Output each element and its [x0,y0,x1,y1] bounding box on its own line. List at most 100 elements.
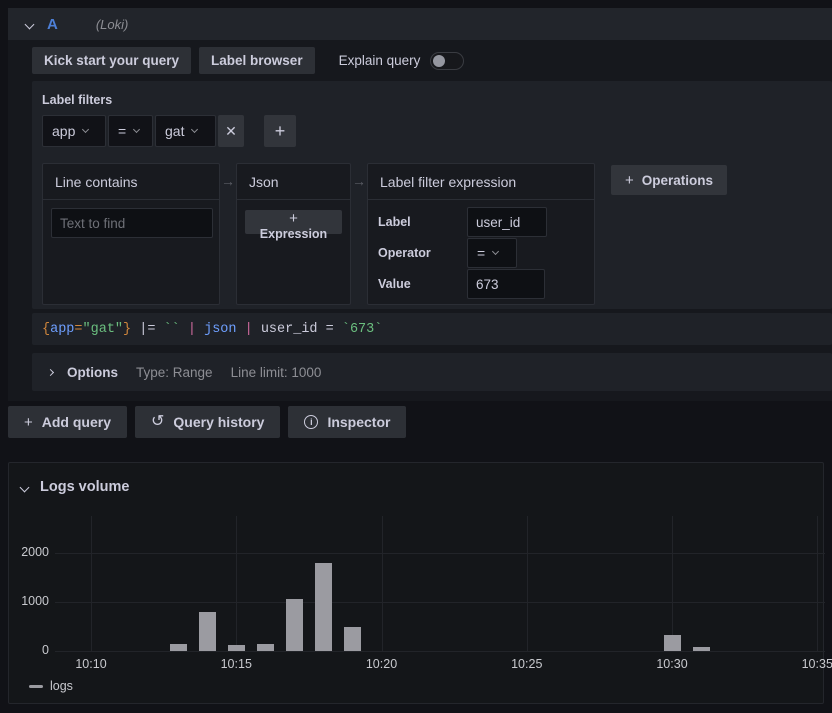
query-token: "gat" [83,322,124,337]
query-editor-row: A (Loki) Kick start your query Label bro… [8,8,832,401]
add-expression-button[interactable]: + Expression [245,210,342,234]
chevron-down-icon [492,248,499,255]
filter-operator-select[interactable]: = [108,115,153,147]
operations-pipeline: Line contains → Json + Expression → Labe… [42,163,822,305]
x-gridline [236,516,237,651]
add-query-button[interactable]: + Add query [8,406,127,438]
lfe-operator-row: Operator = [378,238,584,268]
filter-label-select[interactable]: app [42,115,106,147]
query-token: |= [131,322,163,337]
x-gridline [817,516,818,651]
options-row[interactable]: Options Type: Range Line limit: 1000 [32,353,832,391]
add-filter-button[interactable]: + [264,115,296,147]
chevron-down-icon [82,126,89,133]
query-token: | [245,322,253,337]
x-axis-tick-label: 10:10 [61,657,121,671]
chevron-down-icon [133,126,140,133]
x-axis-tick-label: 10:20 [352,657,412,671]
lfe-label-input[interactable] [467,207,547,237]
query-token: = [74,322,82,337]
expression-button-label: Expression [260,227,327,241]
x-axis-tick-label: 10:25 [497,657,557,671]
query-token: } [123,322,131,337]
toggle-knob [433,55,445,67]
operations-button-label: Operations [642,173,713,188]
options-line-limit: Line limit: 1000 [231,365,322,380]
raw-query-preview[interactable]: {app="gat"} |= `` | json | user_id = `67… [32,313,832,345]
inspector-label: Inspector [327,414,390,430]
lfe-value-label: Value [378,277,467,291]
query-row-header[interactable]: A (Loki) [8,8,832,40]
options-type: Type: Range [136,365,213,380]
lfe-operator-select[interactable]: = [467,238,517,268]
y-axis-tick-label: 2000 [9,545,49,559]
x-axis-tick-label: 10:35 [787,657,832,671]
line-contains-operation: Line contains [42,163,220,305]
json-title[interactable]: Json [237,164,350,200]
label-filter-controls: app = gat ✕ + [42,115,822,147]
logs-volume-bar [257,644,274,651]
collapse-chevron-icon[interactable] [25,19,35,29]
y-axis-tick-label: 1000 [9,594,49,608]
query-editor-body: Kick start your query Label browser Expl… [8,40,832,401]
line-contains-title[interactable]: Line contains [43,164,219,200]
explain-query-control: Explain query [339,52,465,70]
query-token [237,322,245,337]
x-gridline [672,516,673,651]
legend-series-label: logs [50,679,73,693]
kick-start-query-button[interactable]: Kick start your query [32,47,191,74]
query-token: { [42,322,50,337]
datasource-name: (Loki) [96,17,129,32]
label-filters-section: Label filters app = gat ✕ + [32,81,832,309]
query-token: app [50,322,74,337]
y-axis-tick-label: 0 [9,643,49,657]
y-gridline [55,602,825,603]
logs-volume-header[interactable]: Logs volume [19,479,129,495]
x-axis-tick-label: 10:15 [206,657,266,671]
info-icon: i [304,415,318,429]
pipeline-arrow-icon: → [351,173,367,189]
explain-query-label: Explain query [339,53,421,68]
query-toolbar: Kick start your query Label browser Expl… [32,47,832,74]
label-filters-title: Label filters [42,93,822,107]
x-gridline [527,516,528,651]
filter-value-value: gat [165,123,184,139]
options-title: Options [67,365,118,380]
lfe-value-input[interactable] [467,269,545,299]
label-filter-expression-title[interactable]: Label filter expression [368,164,594,200]
legend-series-color [29,685,43,688]
lfe-label-label: Label [378,215,467,229]
logs-volume-bar [170,644,187,651]
history-icon: ↺ [151,414,164,430]
query-history-label: Query history [173,414,264,430]
label-browser-button[interactable]: Label browser [199,47,315,74]
explain-query-toggle[interactable] [430,52,464,70]
chevron-right-icon [47,368,54,375]
lfe-label-row: Label [378,207,584,237]
remove-filter-button[interactable]: ✕ [218,115,244,147]
label-filter-expression-operation: Label filter expression Label Operator = [367,163,595,305]
query-history-button[interactable]: ↺ Query history [135,406,280,438]
query-token [196,322,204,337]
add-operations-button[interactable]: + Operations [611,165,727,195]
x-gridline [91,516,92,651]
logs-volume-bar [344,627,361,651]
inspector-button[interactable]: i Inspector [288,406,406,438]
plus-icon: + [24,414,33,431]
filter-label-value: app [52,123,75,139]
query-token: `673` [342,322,383,337]
y-gridline [55,651,825,652]
plus-icon: + [625,172,634,189]
line-contains-input[interactable] [51,208,213,238]
query-token: | [188,322,196,337]
chart-legend-item[interactable]: logs [29,679,73,693]
x-gridline [382,516,383,651]
query-actions: + Add query ↺ Query history i Inspector [8,406,406,438]
query-token: `` [164,322,180,337]
logs-volume-bar [664,635,681,651]
lfe-operator-label: Operator [378,246,467,260]
add-query-label: Add query [42,414,111,430]
query-token [180,322,188,337]
filter-value-select[interactable]: gat [155,115,216,147]
pipeline-arrow-icon: → [220,173,236,189]
